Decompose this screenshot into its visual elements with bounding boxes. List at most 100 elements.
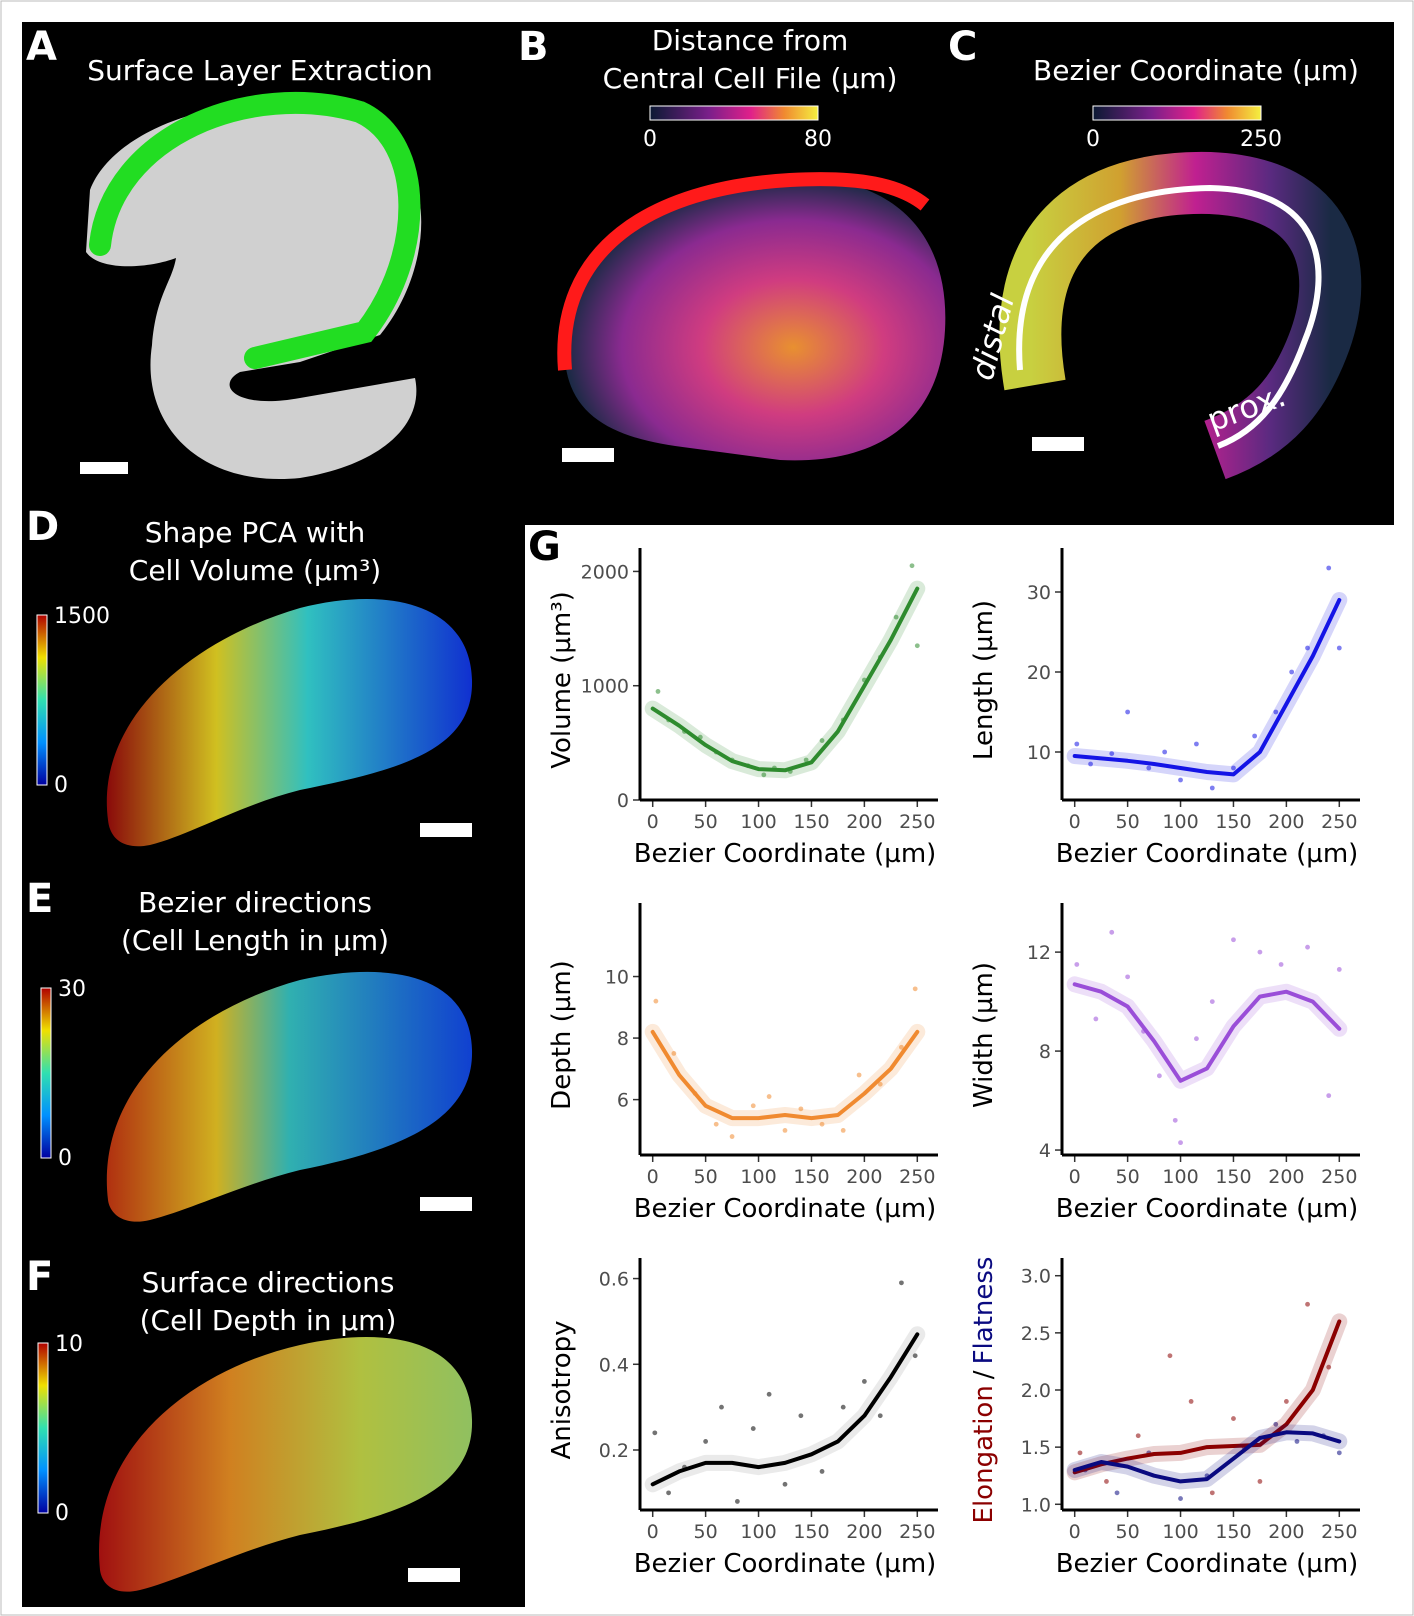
figure: A Surface Layer Extraction B Distance fr…: [0, 0, 1414, 1616]
y-tick-label: 1.5: [1021, 1437, 1051, 1459]
fit-band: [1075, 600, 1340, 774]
colorbar-label: 10: [55, 1332, 83, 1357]
point: [862, 1379, 867, 1384]
panel-letter: G: [528, 524, 561, 570]
panel-title: Bezier directions: [138, 886, 372, 919]
point: [703, 1439, 708, 1444]
x-tick-label: 150: [1215, 811, 1251, 833]
colorbar: [38, 1343, 48, 1513]
x-tick-label: 150: [1215, 1166, 1251, 1188]
point: [1125, 974, 1130, 979]
point: [1189, 1399, 1194, 1404]
panel-title: Distance from: [652, 24, 849, 57]
point: [1231, 937, 1236, 942]
point: [841, 1128, 846, 1133]
x-tick-label: 200: [846, 811, 882, 833]
point: [751, 1426, 756, 1431]
scale-bar: [80, 462, 128, 474]
point: [783, 1482, 788, 1487]
x-tick-label: 200: [1268, 811, 1304, 833]
point: [1125, 710, 1130, 715]
point: [1210, 999, 1215, 1004]
point: [915, 643, 920, 648]
panel-title: Surface Layer Extraction: [87, 54, 432, 87]
scale-bar: [1032, 437, 1084, 451]
y-tick-label: 12: [1027, 942, 1051, 964]
fit-band: [653, 589, 918, 771]
point: [1289, 670, 1294, 675]
panel-title: (Cell Depth in µm): [140, 1304, 397, 1337]
colorbar-label: 0: [58, 1146, 72, 1171]
x-tick-label: 250: [899, 811, 935, 833]
point: [1252, 734, 1257, 739]
point: [1326, 566, 1331, 571]
fit-line: [1075, 984, 1340, 1081]
point: [652, 1430, 657, 1435]
x-tick-label: 200: [846, 1521, 882, 1543]
point: [1173, 1118, 1178, 1123]
y-axis-label: Width (µm): [969, 962, 999, 1108]
x-tick-label: 250: [1321, 1521, 1357, 1543]
y-axis-label: Anisotropy: [547, 1320, 577, 1459]
y-tick-label: 20: [1027, 662, 1051, 684]
point: [841, 1405, 846, 1410]
point: [1109, 930, 1114, 935]
y-tick-label: 10: [605, 967, 629, 989]
y-tick-label: 8: [617, 1028, 629, 1050]
point: [1210, 786, 1215, 791]
point: [1093, 1017, 1098, 1022]
fit-band: [1075, 1321, 1340, 1472]
point: [1194, 742, 1199, 747]
y-tick-label: 0.6: [599, 1269, 629, 1291]
x-axis-label: Bezier Coordinate (µm): [634, 1549, 937, 1579]
point: [730, 1134, 735, 1139]
point: [1168, 1353, 1173, 1358]
panel-title: Central Cell File (µm): [603, 62, 898, 95]
x-tick-label: 0: [647, 1521, 659, 1543]
point: [751, 1103, 756, 1108]
x-axis-label: Bezier Coordinate (µm): [1056, 1194, 1359, 1224]
point: [899, 1280, 904, 1285]
point: [1074, 962, 1079, 967]
panel-title: (Cell Length in µm): [121, 924, 389, 957]
x-axis-label: Bezier Coordinate (µm): [634, 839, 937, 869]
point: [1157, 1073, 1162, 1078]
x-tick-label: 50: [1116, 1521, 1140, 1543]
colorbar-label: 80: [804, 127, 832, 152]
colorbar-label: 30: [58, 977, 86, 1002]
x-tick-label: 100: [1162, 1166, 1198, 1188]
point: [1284, 1399, 1289, 1404]
point: [1337, 1450, 1342, 1455]
x-tick-label: 100: [1162, 1521, 1198, 1543]
x-tick-label: 150: [793, 1521, 829, 1543]
y-tick-label: 6: [617, 1090, 629, 1112]
x-tick-label: 0: [647, 1166, 659, 1188]
y-tick-label: 0: [617, 790, 629, 812]
y-axis-label-part: Elongation: [969, 1385, 999, 1523]
y-axis-label-separator: /: [969, 1370, 999, 1379]
colorbar: [1093, 106, 1261, 120]
point: [913, 986, 918, 991]
scale-bar: [408, 1568, 460, 1582]
point: [783, 1128, 788, 1133]
x-tick-label: 0: [647, 811, 659, 833]
point: [1178, 1496, 1183, 1501]
fit-band: [653, 1032, 918, 1118]
point: [1337, 646, 1342, 651]
y-tick-label: 30: [1027, 582, 1051, 604]
x-tick-label: 50: [1116, 811, 1140, 833]
x-axis-label: Bezier Coordinate (µm): [1056, 1549, 1359, 1579]
point: [820, 1469, 825, 1474]
colorbar-label: 0: [643, 127, 657, 152]
y-tick-label: 2.5: [1021, 1323, 1051, 1345]
x-axis-label: Bezier Coordinate (µm): [634, 1194, 937, 1224]
x-tick-label: 0: [1069, 1166, 1081, 1188]
point: [1326, 1093, 1331, 1098]
point: [1337, 967, 1342, 972]
point: [1074, 742, 1079, 747]
x-tick-label: 100: [740, 1521, 776, 1543]
x-tick-label: 200: [1268, 1521, 1304, 1543]
x-tick-label: 0: [1069, 1521, 1081, 1543]
y-axis-label: Volume (µm³): [547, 591, 577, 769]
